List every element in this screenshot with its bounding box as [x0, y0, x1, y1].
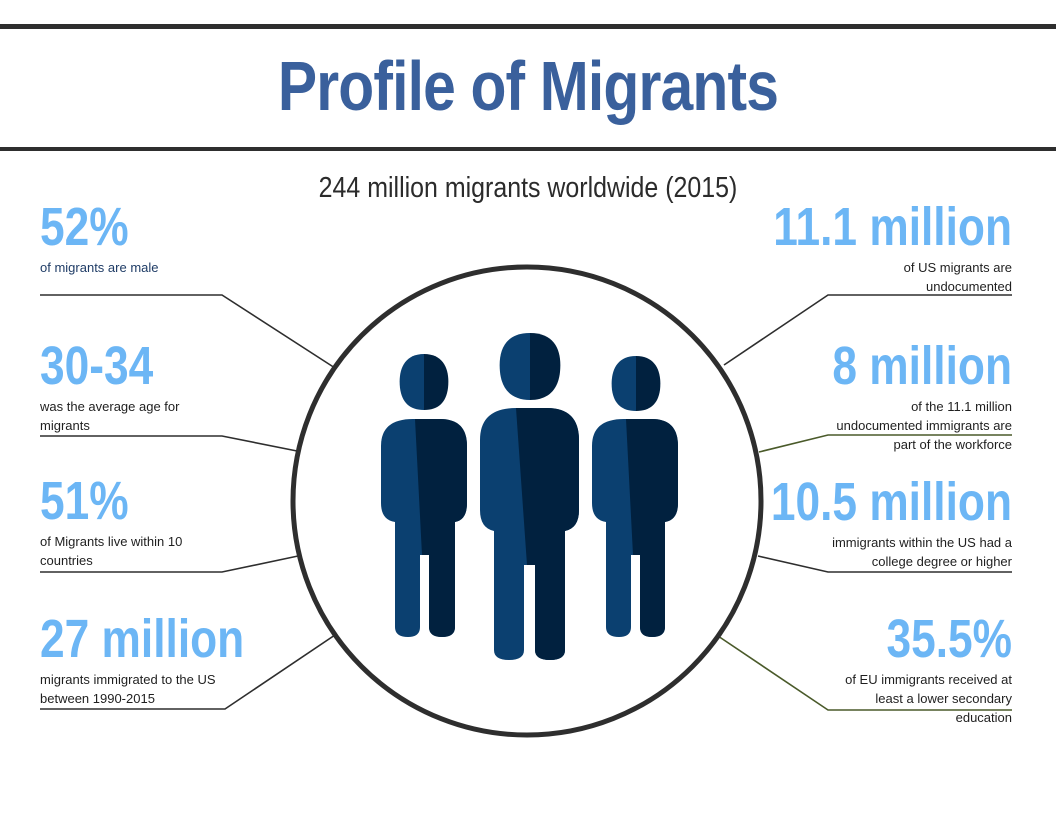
- stat-description: immigrants within the US had a college d…: [832, 535, 1012, 569]
- person-left-icon: [381, 354, 467, 637]
- stat-undocumented: 11.1 million of US migrants are undocume…: [712, 198, 1012, 296]
- connector-line-left-1: [40, 294, 336, 369]
- stat-value: 27 million: [40, 609, 245, 669]
- title-rule: [0, 147, 1056, 151]
- stat-description: migrants immigrated to the US between 19…: [40, 672, 216, 706]
- stat-value: 10.5 million: [770, 472, 1012, 532]
- connector-line-left-3: [40, 555, 299, 573]
- stat-average-age: 30-34 was the average age for migrants: [40, 337, 340, 435]
- stat-description: of US migrants are undocumented: [903, 260, 1012, 294]
- person-right-icon: [592, 356, 678, 637]
- top-rule: [0, 24, 1056, 29]
- stat-eu-education: 35.5% of EU immigrants received at least…: [712, 610, 1012, 727]
- stat-description: of EU immigrants received at least a low…: [845, 672, 1012, 725]
- connector-line-right-3: [757, 555, 1012, 573]
- subtitle: 244 million migrants worldwide (2015): [318, 172, 738, 204]
- stat-value: 11.1 million: [773, 197, 1012, 257]
- stat-workforce: 8 million of the 11.1 million undocument…: [712, 337, 1012, 454]
- connector-line-right-1: [723, 294, 1012, 366]
- person-center-icon: [480, 333, 579, 660]
- connector-line-right-4: [717, 635, 1012, 711]
- connector-line-left-2: [40, 435, 298, 452]
- stat-description: of Migrants live within 10 countries: [40, 534, 183, 568]
- stat-male-share: 52% of migrants are male: [40, 198, 340, 277]
- people-group-icon: [381, 333, 678, 660]
- stat-value: 8 million: [832, 336, 1012, 396]
- stat-value: 30-34: [40, 336, 154, 396]
- stat-value: 51%: [40, 471, 129, 531]
- stat-value: 52%: [40, 197, 129, 257]
- connector-line-left-4: [40, 634, 336, 710]
- stat-value: 35.5%: [886, 609, 1012, 669]
- connector-line-right-2: [758, 434, 1012, 453]
- stat-college-degree: 10.5 million immigrants within the US ha…: [712, 473, 1012, 571]
- stat-description: of migrants are male: [40, 260, 159, 275]
- stat-ten-countries: 51% of Migrants live within 10 countries: [40, 472, 340, 570]
- stat-us-immigration: 27 million migrants immigrated to the US…: [40, 610, 340, 708]
- stat-description: of the 11.1 million undocumented immigra…: [836, 399, 1012, 452]
- page-title: Profile of Migrants: [277, 47, 779, 125]
- stat-description: was the average age for migrants: [40, 399, 180, 433]
